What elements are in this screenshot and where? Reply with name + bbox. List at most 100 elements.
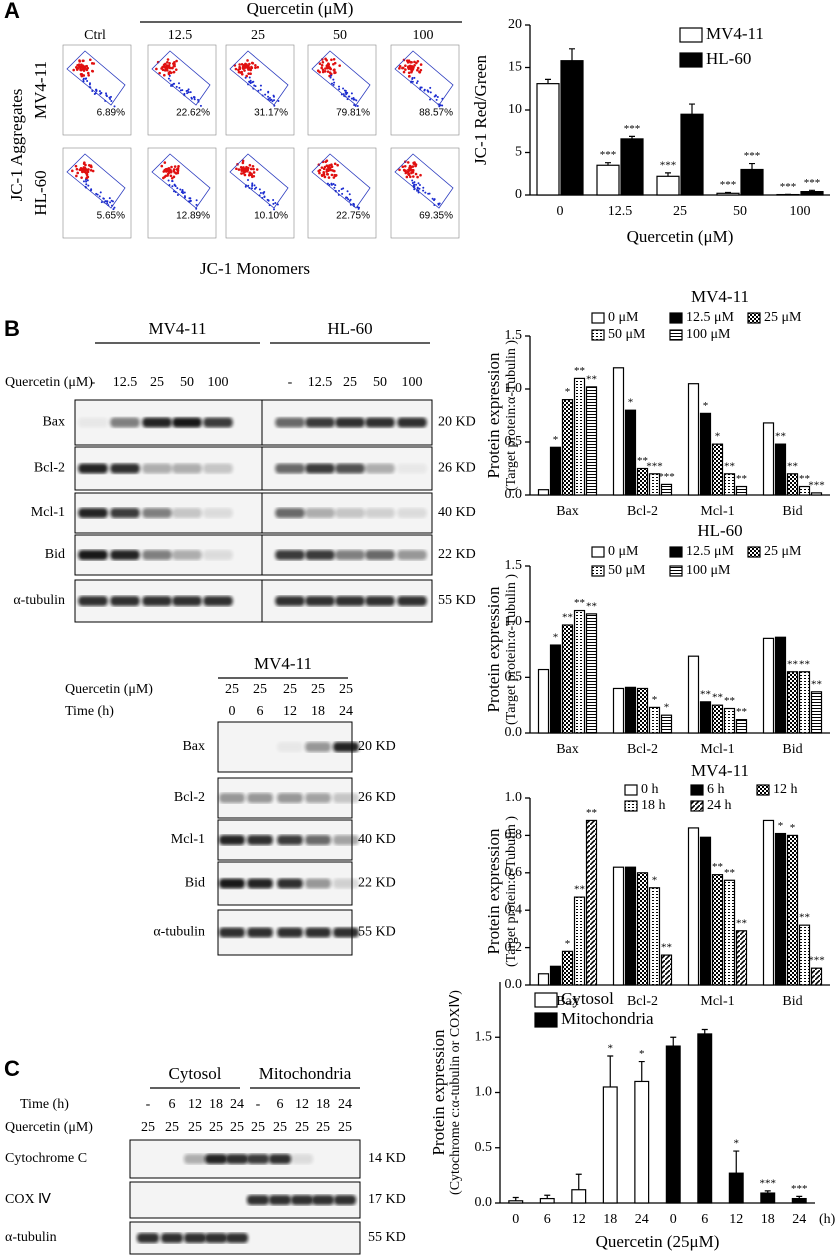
legend-label: 12.5 μM [686,310,735,325]
flow-percent: 5.65% [97,211,125,222]
bar [648,706,661,734]
bar [596,164,620,196]
dot [433,198,436,201]
band-size: 26 KD [438,461,476,476]
dot [75,174,78,178]
bar [687,383,700,496]
significance: ** [724,460,735,472]
bar [798,671,811,734]
dot [325,59,328,62]
flow-gate [229,153,289,209]
dot [176,194,179,197]
lane-label: 12 [188,1097,202,1112]
dot [249,167,253,171]
dot [234,67,238,71]
dot [88,58,92,62]
bar [791,1197,807,1204]
lane-label: 6 [257,704,264,719]
dot [189,91,192,94]
significance: ** [736,917,747,929]
dot [254,64,257,67]
dot [238,63,241,66]
blot-group-label: HL-60 [327,319,372,338]
protein-label: α-tubulin [153,925,205,940]
dot [322,167,326,171]
flow-percent: 69.35% [419,211,453,222]
significance: ** [736,706,747,718]
lane-label: - [288,375,293,390]
flow-gate [311,153,371,209]
blot-band [247,793,273,803]
blot-band [311,1195,335,1205]
band-size: 55 KD [438,593,476,608]
dot [95,192,98,195]
dot [169,79,172,82]
bar [723,473,736,496]
dot [345,93,348,96]
dot [328,71,332,75]
dot [332,176,336,179]
blot-header-label: Time (h) [20,1097,69,1112]
significance: *** [808,955,825,967]
dot [408,65,412,69]
dot [167,179,170,182]
bar [798,485,811,496]
dot [419,68,423,72]
blot-band [397,596,427,606]
dot [244,185,247,188]
dot [91,69,95,73]
x-tick-label: Bid [782,504,802,519]
bar [585,819,598,986]
dot [321,70,325,74]
dot [193,96,196,99]
blot-band [277,927,303,938]
blot-band [335,550,365,560]
y-tick-label: 0.4 [505,902,523,917]
bar [699,701,712,734]
dot [170,165,173,169]
dot [411,80,414,83]
dot [334,173,338,177]
bar [624,686,637,734]
dot [189,199,192,202]
dot [163,161,167,164]
significance: ** [724,695,735,707]
lane-label: 25 [311,682,325,697]
bar [699,836,712,986]
y-tick-label: 0.0 [475,1195,493,1210]
bar [585,613,598,734]
flow-row-label: MV4-11 [31,61,50,119]
dot [172,175,176,179]
legend-label: 100 μM [686,327,731,342]
bar [735,930,748,986]
blot-band [219,927,245,938]
dot [407,168,410,172]
dot [195,199,198,202]
bar [648,473,661,496]
y-tick-label: 20 [508,17,522,32]
flow-column-label: Ctrl [84,28,106,43]
flow-ylabel: JC-1 Aggregates [7,89,26,202]
protein-label: Bax [182,739,205,754]
error-bar [670,1036,677,1047]
blot-band [333,927,359,938]
flow-percent: 79.81% [336,108,370,119]
bar [636,872,649,986]
dot [81,169,85,172]
dot [407,66,410,69]
dot [330,165,334,169]
dot [86,71,90,75]
dot [330,74,333,77]
lane-label: 25 [338,1120,352,1135]
dot [85,64,89,68]
dot [332,69,336,72]
dot [239,165,243,169]
blot-band [246,1195,270,1205]
bar [774,443,787,496]
flow-percent: 31.17% [254,108,288,119]
y-tick-label: 1.0 [505,614,523,629]
legend-swatch [690,800,704,812]
dot [337,85,340,88]
blot-band [110,417,140,428]
lane-label: 50 [373,375,387,390]
